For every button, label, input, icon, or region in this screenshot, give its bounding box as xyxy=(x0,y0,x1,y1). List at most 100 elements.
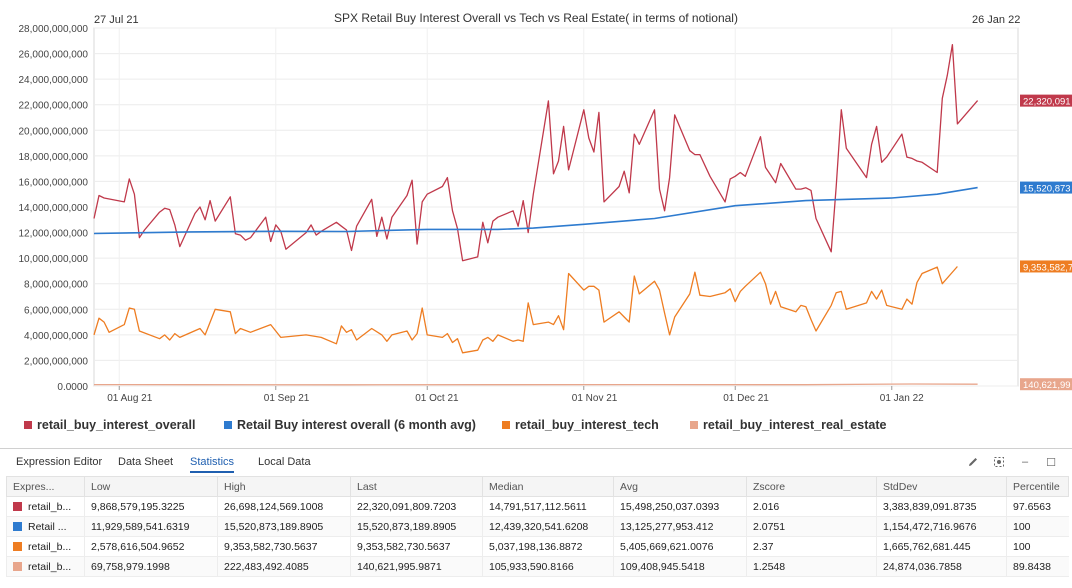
y-tick-label: 2,000,000,000 xyxy=(24,356,88,367)
column-header[interactable]: Low xyxy=(84,476,218,497)
table-cell: 5,405,669,621.0076 xyxy=(613,536,747,557)
table-cell: 15,520,873,189.8905 xyxy=(217,516,351,537)
table-cell: 2.37 xyxy=(746,536,877,557)
legend-swatch xyxy=(224,421,232,429)
y-tick-label: 20,000,000,000 xyxy=(18,126,88,137)
legend-item-real-estate[interactable]: retail_buy_interest_real_estate xyxy=(690,418,886,432)
series-swatch xyxy=(13,561,22,571)
pencil-icon[interactable] xyxy=(966,455,980,469)
table-cell: retail_b... xyxy=(6,496,85,517)
table-cell: 11,929,589,541.6319 xyxy=(84,516,218,537)
x-tick-label: 01 Dec 21 xyxy=(723,393,769,404)
table-cell: 13,125,277,953.412 xyxy=(613,516,747,537)
column-header[interactable]: StdDev xyxy=(876,476,1007,497)
x-tick-label: 01 Sep 21 xyxy=(264,393,310,404)
x-tick-label: 01 Oct 21 xyxy=(415,393,459,404)
last-value-label: 15,520,873 xyxy=(1023,184,1071,195)
column-header[interactable]: Percentile xyxy=(1006,476,1069,497)
table-row[interactable]: retail_b... 2,578,616,504.9652 9,353,582… xyxy=(6,536,1069,557)
series-overall-line xyxy=(93,43,979,262)
table-cell: 97.6563 xyxy=(1006,496,1069,517)
table-cell: retail_b... xyxy=(6,536,85,557)
y-tick-label: 10,000,000,000 xyxy=(18,254,88,265)
column-header[interactable]: High xyxy=(217,476,351,497)
table-cell: 3,383,839,091.8735 xyxy=(876,496,1007,517)
y-tick-label: 6,000,000,000 xyxy=(24,305,88,316)
legend-swatch xyxy=(502,421,510,429)
tab-local-data[interactable]: Local Data xyxy=(258,456,311,468)
series-swatch xyxy=(13,541,22,551)
table-cell: 100 xyxy=(1006,536,1069,557)
legend-label: retail_buy_interest_real_estate xyxy=(703,418,887,432)
panel-tabs: Expression Editor Data Sheet Statistics … xyxy=(0,449,1072,475)
table-cell: 9,868,579,195.3225 xyxy=(84,496,218,517)
column-header[interactable]: Avg xyxy=(613,476,747,497)
last-value-label: 9,353,582,7 xyxy=(1023,262,1072,273)
table-cell: 89.8438 xyxy=(1006,556,1069,577)
y-tick-label: 0.0000 xyxy=(57,382,88,393)
legend-label: retail_buy_interest_overall xyxy=(37,418,196,432)
end-date-label: 26 Jan 22 xyxy=(972,14,1021,26)
table-cell: 12,439,320,541.6208 xyxy=(482,516,614,537)
legend-item-overall[interactable]: retail_buy_interest_overall xyxy=(24,418,195,432)
table-row[interactable]: retail_b... 69,758,979.1998 222,483,492.… xyxy=(6,556,1069,577)
x-tick-label: 01 Aug 21 xyxy=(107,393,152,404)
table-cell: 69,758,979.1998 xyxy=(84,556,218,577)
last-value-label: 140,621,99 xyxy=(1023,380,1071,391)
last-value-label: 22,320,091 xyxy=(1023,97,1071,108)
expression-name: retail_b... xyxy=(28,560,72,573)
y-tick-label: 22,000,000,000 xyxy=(18,101,88,112)
tab-statistics[interactable]: Statistics xyxy=(190,456,235,473)
y-tick-label: 12,000,000,000 xyxy=(18,229,88,240)
table-row[interactable]: Retail ... 11,929,589,541.6319 15,520,87… xyxy=(6,516,1069,537)
legend-label: retail_buy_interest_tech xyxy=(515,418,659,432)
expression-name: Retail ... xyxy=(28,520,67,533)
y-tick-label: 8,000,000,000 xyxy=(24,280,88,291)
minimize-button[interactable]: – xyxy=(1021,456,1029,468)
legend-item-tech[interactable]: retail_buy_interest_tech xyxy=(502,418,659,432)
table-cell: 26,698,124,569.1008 xyxy=(217,496,351,517)
statistics-table: Expres... Low High Last Median Avg Zscor… xyxy=(6,476,1069,577)
last-value-tag xyxy=(1020,378,1072,391)
y-tick-label: 18,000,000,000 xyxy=(18,152,88,163)
table-cell: 1.2548 xyxy=(746,556,877,577)
chart-legend: retail_buy_interest_overall Retail Buy i… xyxy=(0,418,1072,438)
crosshair-icon[interactable] xyxy=(992,455,1006,469)
legend-item-6mo-avg[interactable]: Retail Buy interest overall (6 month avg… xyxy=(224,418,476,432)
x-tick-label: 01 Jan 22 xyxy=(880,393,924,404)
table-cell: retail_b... xyxy=(6,556,85,577)
table-cell: 2.016 xyxy=(746,496,877,517)
chart-area: 28,000,000,000 26,000,000,000 24,000,000,0… xyxy=(18,11,1072,404)
table-cell: 15,498,250,037.0393 xyxy=(613,496,747,517)
table-header-row: Expres... Low High Last Median Avg Zscor… xyxy=(6,476,1069,497)
start-date-label: 27 Jul 21 xyxy=(94,14,139,26)
last-value-tag xyxy=(1020,94,1072,107)
table-cell: 1,665,762,681.445 xyxy=(876,536,1007,557)
table-cell: 22,320,091,809.7203 xyxy=(350,496,483,517)
legend-label: Retail Buy interest overall (6 month avg… xyxy=(237,418,476,432)
y-tick-label: 14,000,000,000 xyxy=(18,203,88,214)
column-header[interactable]: Last xyxy=(350,476,483,497)
series-6mo-avg-line xyxy=(93,186,978,235)
series-tech-line xyxy=(93,266,958,354)
y-tick-label: 24,000,000,000 xyxy=(18,75,88,86)
table-cell: 24,874,036.7858 xyxy=(876,556,1007,577)
table-cell: 15,520,873,189.8905 xyxy=(350,516,483,537)
x-tick-label: 01 Nov 21 xyxy=(572,393,618,404)
column-header[interactable]: Median xyxy=(482,476,614,497)
last-value-tag xyxy=(1020,181,1072,194)
last-value-tag xyxy=(1020,260,1072,273)
maximize-button[interactable]: ☐ xyxy=(1046,456,1056,469)
y-tick-label: 28,000,000,000 xyxy=(18,24,88,35)
tab-data-sheet[interactable]: Data Sheet xyxy=(118,456,174,468)
tab-expression-editor[interactable]: Expression Editor xyxy=(16,456,103,468)
column-header[interactable]: Expres... xyxy=(6,476,85,497)
y-tick-label: 26,000,000,000 xyxy=(18,50,88,61)
column-header[interactable]: Zscore xyxy=(746,476,877,497)
legend-swatch xyxy=(690,421,698,429)
table-cell: 140,621,995.9871 xyxy=(350,556,483,577)
table-row[interactable]: retail_b... 9,868,579,195.3225 26,698,12… xyxy=(6,496,1069,517)
table-cell: 105,933,590.8166 xyxy=(482,556,614,577)
table-cell: 9,353,582,730.5637 xyxy=(217,536,351,557)
series-real-estate-line xyxy=(93,383,978,386)
